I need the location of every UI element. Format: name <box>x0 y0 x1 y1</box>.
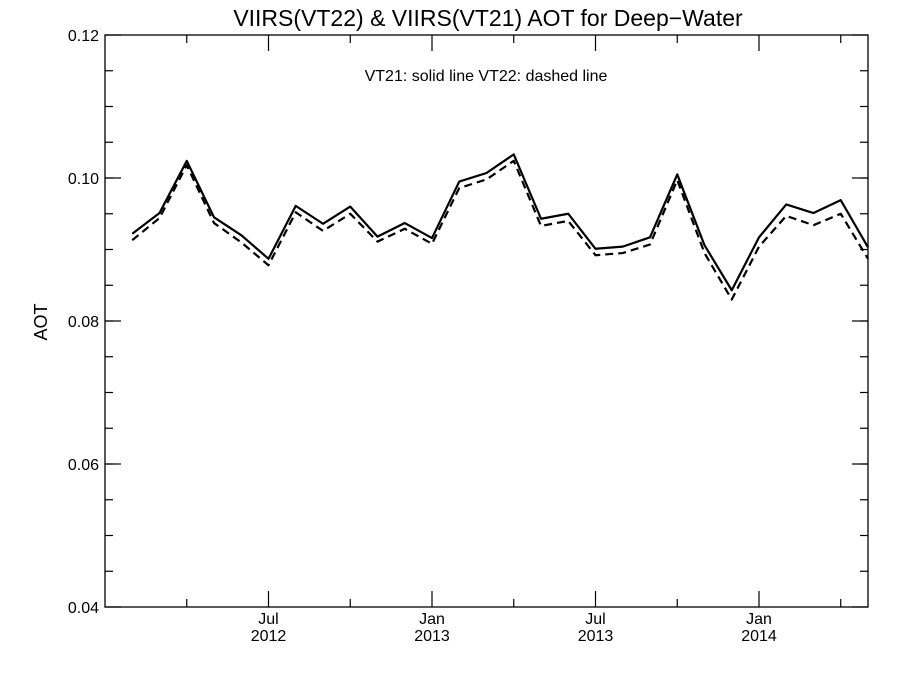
y-tick-label: 0.10 <box>68 171 99 188</box>
series-style-annotation: VT21: solid line VT22: dashed line <box>365 68 608 85</box>
y-axis-label: AOT <box>31 303 51 340</box>
x-tick-label-month: Jul <box>258 611 278 628</box>
series-layer <box>131 153 869 301</box>
y-tick-label: 0.04 <box>68 600 99 617</box>
chart-title: VIIRS(VT22) & VIIRS(VT21) AOT for Deep−W… <box>233 5 743 31</box>
y-tick-label: 0.12 <box>68 28 99 45</box>
x-tick-label-month: Jan <box>746 611 772 628</box>
axis-tick-labels: 0.040.060.080.100.12Jul2012Jan2013Jul201… <box>68 28 777 645</box>
x-tick-label-year: 2013 <box>578 628 614 645</box>
axis-ticks <box>105 34 868 608</box>
x-tick-label-year: 2014 <box>741 628 777 645</box>
plot-frame <box>104 34 869 608</box>
x-tick-label-month: Jan <box>419 611 445 628</box>
series-line-vt22 <box>131 159 869 301</box>
x-tick-label-month: Jul <box>585 611 605 628</box>
x-tick-label-year: 2013 <box>414 628 450 645</box>
y-tick-label: 0.06 <box>68 457 99 474</box>
series-line-vt21 <box>131 153 869 292</box>
x-tick-label-year: 2012 <box>251 628 287 645</box>
y-tick-label: 0.08 <box>68 314 99 331</box>
